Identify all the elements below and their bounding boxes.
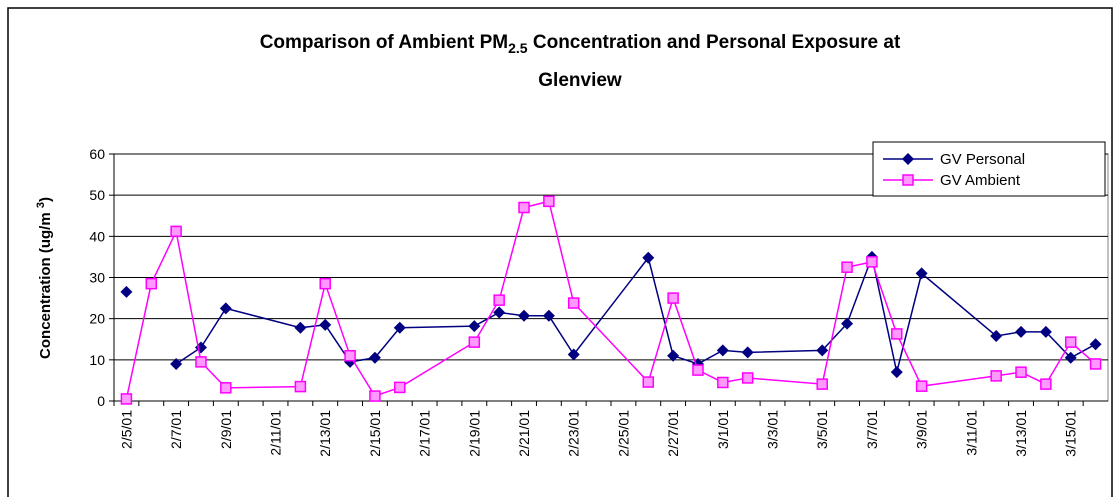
- y-axis-label: Concentration (ug/m 3): [35, 197, 54, 359]
- data-point: [741, 346, 754, 359]
- y-tick-label: 0: [97, 393, 105, 409]
- x-tick-label: 2/7/01: [168, 410, 184, 449]
- title-part: Comparison of Ambient PM: [260, 32, 508, 53]
- data-point: [319, 277, 331, 290]
- data-point: [369, 390, 381, 402]
- data-point: [667, 349, 680, 362]
- title-part: Concentration and Personal Exposure at: [528, 32, 901, 53]
- x-tick-label: 2/23/01: [566, 410, 582, 457]
- x-tick-label: 2/17/01: [417, 410, 433, 457]
- data-point: [195, 356, 207, 368]
- y-tick-label: 50: [89, 187, 105, 203]
- data-point: [1039, 325, 1052, 338]
- data-point: [368, 351, 381, 364]
- data-point: [642, 376, 655, 388]
- data-point: [468, 320, 481, 333]
- y-tick-label: 20: [89, 311, 105, 327]
- x-tick-label: 3/3/01: [765, 410, 781, 449]
- data-point: [1015, 366, 1027, 378]
- data-point: [716, 344, 729, 357]
- y-tick-label: 30: [89, 270, 105, 286]
- data-point: [741, 372, 754, 384]
- data-point: [841, 317, 854, 330]
- data-point: [642, 251, 655, 264]
- legend-label: GV Personal: [940, 151, 1025, 168]
- legend-label: GV Ambient: [940, 172, 1021, 189]
- x-tick-label: 2/19/01: [466, 410, 482, 457]
- title-subscript: 2.5: [508, 40, 528, 56]
- data-point: [1064, 351, 1077, 364]
- data-point: [1015, 325, 1028, 338]
- series-line: [125, 200, 1097, 400]
- x-tick-label: 3/9/01: [914, 410, 930, 449]
- data-point: [990, 370, 1002, 382]
- chart-title-line2: Glenview: [538, 70, 622, 91]
- x-tick-label: 3/15/01: [1063, 410, 1079, 457]
- data-point: [394, 381, 406, 394]
- data-point: [717, 376, 729, 389]
- y-tick-label: 60: [89, 146, 105, 162]
- data-point: [567, 297, 580, 309]
- data-point: [120, 285, 133, 298]
- data-point: [219, 302, 232, 315]
- data-point: [543, 195, 555, 208]
- data-point: [393, 321, 406, 334]
- legend-marker: [902, 153, 914, 165]
- data-point: [518, 309, 531, 322]
- x-tick-label: 2/11/01: [268, 410, 284, 456]
- y-label-part: ): [37, 197, 54, 202]
- data-point: [468, 336, 481, 348]
- data-point: [990, 329, 1003, 342]
- x-tick-label: 2/9/01: [218, 410, 234, 449]
- data-point: [120, 393, 133, 405]
- data-point: [220, 382, 232, 394]
- data-point: [1040, 378, 1052, 390]
- data-point: [915, 267, 928, 280]
- data-point: [816, 378, 828, 390]
- data-point: [145, 277, 158, 290]
- x-tick-label: 3/11/01: [963, 410, 979, 456]
- data-point: [1089, 358, 1102, 370]
- series-line: [175, 254, 1096, 373]
- x-tick-label: 3/1/01: [715, 410, 731, 449]
- data-point: [294, 380, 307, 393]
- y-tick-label: 40: [89, 228, 105, 244]
- x-tick-label: 3/5/01: [814, 410, 830, 449]
- x-tick-label: 3/13/01: [1013, 410, 1029, 457]
- data-point: [915, 380, 928, 392]
- data-point: [344, 349, 356, 362]
- data-point: [692, 364, 704, 376]
- y-label-superscript: 3: [35, 202, 47, 208]
- data-point: [493, 306, 506, 319]
- x-tick-label: 2/25/01: [615, 410, 631, 457]
- y-label-part: Concentration (ug/m: [37, 208, 54, 359]
- data-point: [319, 318, 332, 331]
- data-point: [1064, 336, 1077, 348]
- data-point: [170, 225, 182, 238]
- x-tick-label: 2/13/01: [317, 410, 333, 457]
- data-point: [866, 256, 878, 268]
- data-point: [567, 348, 580, 361]
- data-point: [891, 328, 903, 340]
- y-tick-label: 10: [89, 352, 105, 368]
- legend: [872, 141, 1106, 197]
- data-point: [890, 366, 903, 379]
- data-point: [1089, 338, 1102, 351]
- data-point: [542, 309, 555, 322]
- x-tick-label: 3/7/01: [864, 410, 880, 449]
- data-point: [816, 344, 829, 357]
- x-tick-label: 2/5/01: [118, 410, 134, 449]
- data-point: [667, 292, 679, 304]
- data-point: [841, 261, 853, 273]
- x-tick-label: 2/27/01: [665, 410, 681, 457]
- data-point: [294, 321, 307, 334]
- data-point: [518, 201, 530, 214]
- x-tick-label: 2/15/01: [367, 410, 383, 457]
- data-point: [493, 294, 505, 306]
- chart-title: Comparison of Ambient PM2.5 Concentratio…: [260, 32, 901, 56]
- data-point: [170, 357, 183, 370]
- x-tick-label: 2/21/01: [516, 410, 532, 457]
- legend-marker: [902, 174, 914, 186]
